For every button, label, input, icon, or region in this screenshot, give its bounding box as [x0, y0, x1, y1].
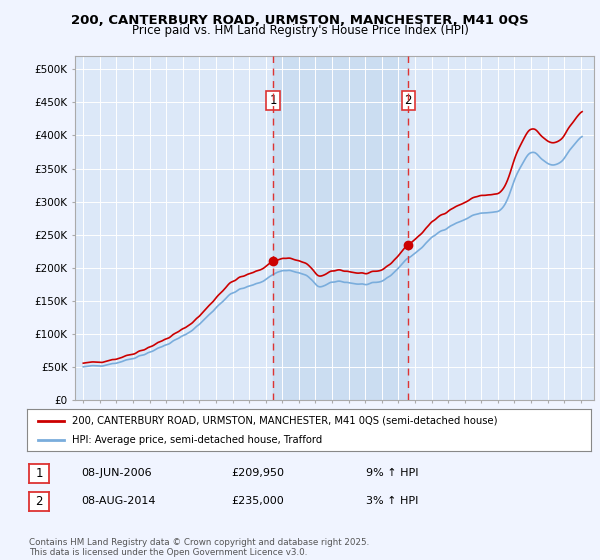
Text: 200, CANTERBURY ROAD, URMSTON, MANCHESTER, M41 0QS (semi-detached house): 200, CANTERBURY ROAD, URMSTON, MANCHESTE… — [72, 416, 497, 426]
Text: 08-AUG-2014: 08-AUG-2014 — [81, 496, 155, 506]
Text: 9% ↑ HPI: 9% ↑ HPI — [366, 468, 419, 478]
Bar — [273, 56, 408, 400]
Text: 08-JUN-2006: 08-JUN-2006 — [81, 468, 152, 478]
Text: 1: 1 — [269, 94, 277, 108]
Text: 200, CANTERBURY ROAD, URMSTON, MANCHESTER, M41 0QS: 200, CANTERBURY ROAD, URMSTON, MANCHESTE… — [71, 14, 529, 27]
Text: 2: 2 — [35, 495, 43, 508]
Text: £209,950: £209,950 — [231, 468, 284, 478]
Text: 2: 2 — [404, 94, 412, 108]
Text: Contains HM Land Registry data © Crown copyright and database right 2025.
This d: Contains HM Land Registry data © Crown c… — [29, 538, 369, 557]
Text: Price paid vs. HM Land Registry's House Price Index (HPI): Price paid vs. HM Land Registry's House … — [131, 24, 469, 37]
Text: £235,000: £235,000 — [231, 496, 284, 506]
Text: HPI: Average price, semi-detached house, Trafford: HPI: Average price, semi-detached house,… — [72, 435, 322, 445]
Text: 3% ↑ HPI: 3% ↑ HPI — [366, 496, 418, 506]
Text: 1: 1 — [35, 467, 43, 480]
